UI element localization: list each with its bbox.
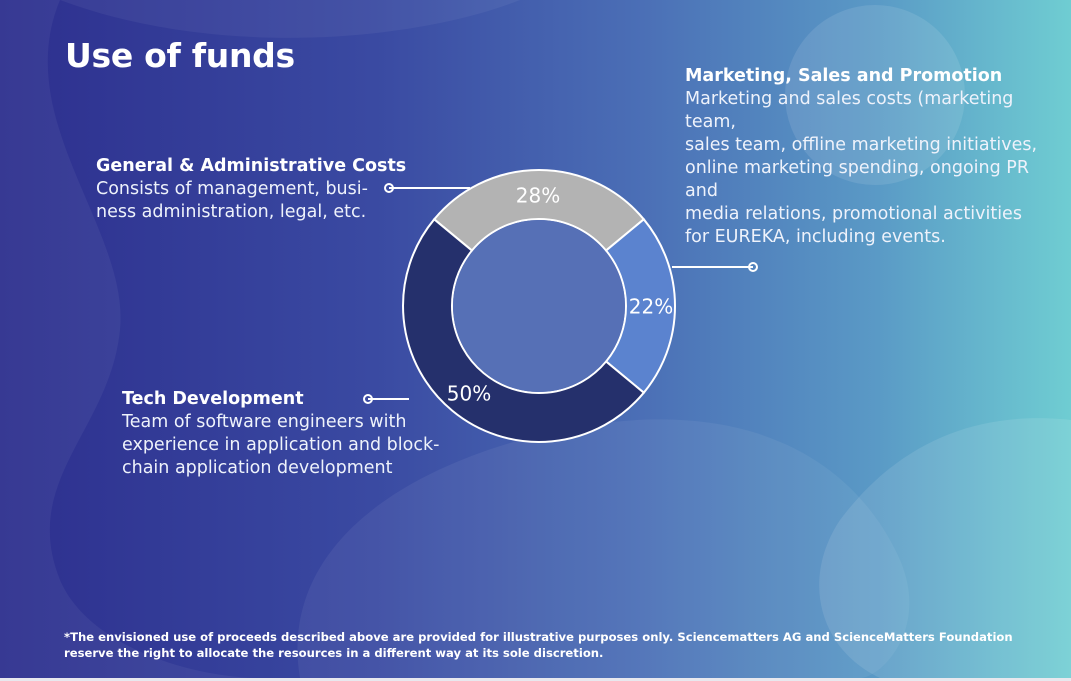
bottom-divider — [0, 678, 1071, 681]
marketing-annotation: Marketing, Sales and Promotion Marketing… — [685, 65, 1050, 249]
label-general-admin: 28% — [516, 184, 560, 208]
label-tech: 50% — [447, 382, 491, 406]
slice-general-admin — [432, 169, 646, 252]
slice-tech — [402, 217, 646, 443]
general-admin-heading: General & Administrative Costs — [96, 156, 407, 176]
label-marketing: 22% — [629, 295, 673, 319]
general-admin-annotation: General & Administrative Costs Consists … — [96, 155, 407, 224]
connector-tech-dot — [363, 394, 373, 404]
connector-marketing-dot — [748, 262, 758, 272]
connector-general-admin-dot — [384, 183, 394, 193]
tech-description: Team of software engineers with experien… — [122, 412, 440, 478]
general-admin-description: Consists of management, busi- ness admin… — [96, 179, 368, 222]
marketing-description: Marketing and sales costs (marketing tea… — [685, 89, 1038, 247]
donut-hole — [453, 220, 625, 392]
tech-heading: Tech Development — [122, 389, 304, 409]
marketing-heading: Marketing, Sales and Promotion — [685, 66, 1003, 86]
tech-annotation: Tech Development Team of software engine… — [122, 388, 452, 480]
footnote: *The envisioned use of proceeds describe… — [64, 630, 1013, 660]
page-title: Use of funds — [65, 36, 295, 75]
